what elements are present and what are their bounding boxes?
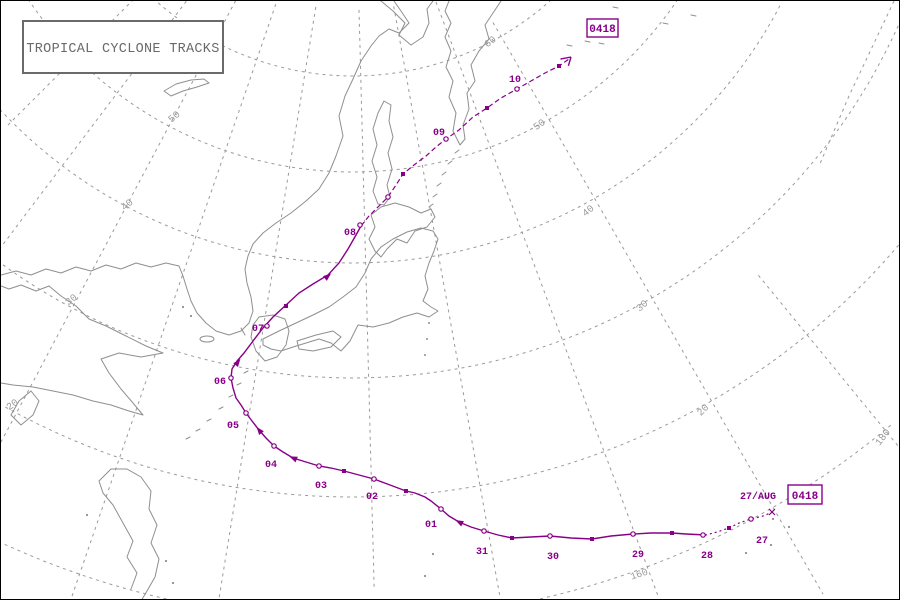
grid-label: 20: [5, 398, 21, 414]
storm-id-box: 0418: [787, 484, 823, 505]
track-date-label: 01: [425, 520, 437, 531]
track-date-label: 29: [632, 550, 644, 561]
grid-label: 30: [64, 293, 80, 309]
cyclone-track: [228, 56, 776, 541]
grid-label: 40: [581, 204, 597, 220]
track-date-label: 10: [509, 75, 521, 86]
grid-label: 60: [483, 35, 499, 51]
map-labels: 50 40 30 20 60 50 40 30 20 160 180 27/AUG 27 28 29 30 31…: [5, 18, 894, 584]
track-date-label: 06: [214, 377, 226, 388]
grid-label: 50: [167, 110, 183, 126]
track-date-label: 30: [547, 552, 559, 563]
track-date-label: 27/AUG: [740, 491, 776, 503]
storm-id-text: 0418: [589, 24, 616, 36]
grid-label: 160: [629, 568, 650, 584]
map-title: TROPICAL CYCLONE TRACKS: [26, 42, 219, 57]
track-date-label: 28: [701, 551, 713, 562]
coastlines: [1, 1, 791, 599]
track-date-label: 02: [366, 492, 378, 503]
track-date-label: 05: [227, 421, 239, 432]
title-box: TROPICAL CYCLONE TRACKS: [22, 20, 224, 74]
track-date-label: 08: [344, 228, 356, 239]
track-date-label: 04: [265, 460, 277, 471]
grid-label: 50: [532, 118, 548, 134]
storm-id-text: 0418: [792, 491, 819, 503]
grid-label: 40: [120, 198, 136, 214]
track-date-label: 07: [252, 324, 264, 335]
track-date-label: 03: [315, 481, 327, 492]
title-box-border: [22, 20, 224, 74]
storm-id-box: 0418: [586, 18, 619, 38]
track-date-label: 27: [756, 536, 768, 547]
track-date-label: 31: [476, 547, 488, 558]
grid-label: 30: [635, 299, 651, 315]
grid-label: 180: [874, 428, 894, 449]
grid-label: 20: [696, 403, 712, 419]
track-date-label: 09: [433, 128, 445, 139]
